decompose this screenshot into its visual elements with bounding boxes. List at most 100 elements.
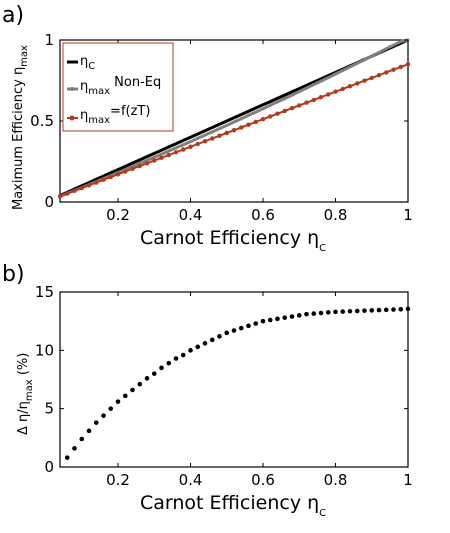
series-2-point (159, 155, 164, 160)
series-1-point (167, 149, 171, 153)
scatter-point (369, 308, 375, 313)
chart-b-frame (59, 291, 409, 468)
chart-a: 0.2 0.4 0.6 0.8 100.51 Carnot Efficiency ηC … (11, 31, 413, 254)
series-2-point (311, 97, 316, 103)
scatter-point (398, 306, 404, 312)
series-1-point (145, 158, 149, 162)
y-tick-label: 0 (44, 193, 54, 211)
series-1-point (160, 152, 163, 156)
chart-a-ylabel: Maximum Efficiency ηmax (11, 45, 30, 210)
x-tick-label: 0.2 (106, 471, 130, 489)
scatter-point (72, 446, 77, 451)
series-1-point (363, 58, 366, 62)
scatter-point (166, 360, 172, 366)
series-1-point (152, 155, 156, 159)
series-2-point (376, 72, 382, 78)
scatter-point (260, 318, 266, 324)
scatter-point (195, 344, 201, 350)
series-2-point (86, 183, 92, 188)
series-2-point (137, 163, 142, 169)
series-1-point (377, 50, 381, 54)
legend-frame (62, 42, 174, 132)
scatter-point (405, 306, 411, 312)
scatter-point (173, 356, 179, 361)
series-1-point (268, 103, 272, 107)
series-1-point (355, 61, 359, 65)
series-1-point (348, 65, 352, 69)
scatter-point (217, 334, 222, 339)
series-2-point (108, 174, 113, 180)
series-2-point (173, 150, 179, 155)
scatter-point (79, 436, 85, 442)
scatter-point (275, 316, 280, 322)
scatter-point (231, 328, 237, 333)
scatter-point (180, 352, 186, 358)
series-1-point (297, 90, 301, 94)
series-2-point (101, 177, 106, 183)
series-1-point (384, 47, 388, 51)
chart-a-ticks: 0.2 0.4 0.6 0.8 1 0 0.5 1 (30, 31, 413, 224)
y-tick-label: 15 (35, 283, 54, 301)
series-1-point (326, 76, 330, 80)
scatter-point (224, 330, 230, 336)
series-2-point (195, 141, 200, 147)
scatter-point (333, 309, 338, 315)
scatter-point (188, 348, 193, 353)
x-tick-label: 0.2 (106, 206, 130, 224)
series-2-point (152, 158, 157, 163)
chart-a-xlabel: Carnot Efficiency ηC (140, 227, 326, 254)
scatter-point (64, 455, 70, 460)
series-2-point (144, 161, 150, 166)
series-1-point (189, 140, 192, 144)
series-2-point (405, 62, 411, 67)
scatter-point (130, 387, 135, 393)
legend-label-noneq: ηmax Non-Eq (80, 75, 161, 97)
series-2-point (268, 114, 273, 119)
scatter-point (253, 321, 259, 326)
series-2-point (57, 194, 63, 199)
x-tick-label: 0.8 (324, 471, 348, 489)
series-1-point (254, 110, 258, 114)
series-1-point (210, 130, 214, 134)
scatter-point (202, 341, 208, 346)
series-1-point (203, 133, 207, 137)
series-2-point (282, 108, 287, 114)
series-1-point (247, 113, 250, 117)
series-2-point (275, 111, 280, 116)
series-2-point (326, 92, 331, 97)
legend-label-fzt: ηmax=f(zT) (80, 104, 150, 126)
series-2-point (304, 100, 309, 105)
series-2-point (347, 83, 353, 89)
x-tick-label: 0.6 (251, 471, 275, 489)
series-2-point (217, 133, 222, 138)
series-2-point (181, 147, 186, 152)
series-2-point (333, 89, 338, 94)
scatter-point (354, 308, 360, 314)
x-tick-label: 0.4 (179, 471, 203, 489)
x-tick-label: 1 (403, 471, 413, 489)
scatter-point (101, 413, 106, 418)
chart-b-xlabel: Carnot Efficiency ηC (140, 492, 326, 519)
scatter-point (289, 314, 295, 319)
x-tick-label: 0.8 (324, 206, 348, 224)
series-2-point (318, 94, 324, 100)
series-1-point (239, 117, 243, 121)
scatter-point (238, 325, 244, 331)
y-tick-label: 10 (35, 341, 54, 359)
series-1-point (312, 83, 316, 87)
scatter-point (137, 381, 143, 387)
x-tick-label: 0.6 (251, 206, 275, 224)
scatter-point (246, 323, 251, 329)
scatter-point (362, 308, 367, 313)
x-tick-label: 0.4 (179, 206, 203, 224)
scatter-point (340, 309, 346, 314)
series-2-point (130, 166, 135, 171)
chart-b-points (64, 306, 411, 460)
series-2-point (391, 67, 396, 72)
scatter-point (296, 313, 302, 318)
scatter-point (108, 406, 114, 411)
legend-marker-noneq (70, 87, 74, 91)
scatter-point (122, 393, 128, 399)
